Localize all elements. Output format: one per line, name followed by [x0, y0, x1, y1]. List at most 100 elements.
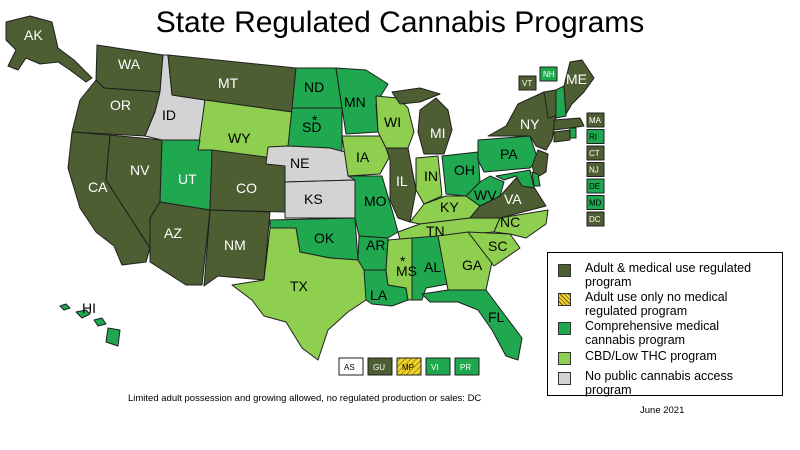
state-label-MO: MO	[364, 193, 387, 209]
northeast-state-boxes: MA RI CT NJ DE MD DC	[586, 112, 605, 227]
box-label-DC: DC	[589, 215, 601, 224]
state-label-TN: TN	[426, 223, 445, 239]
box-label-CT: CT	[589, 149, 600, 158]
state-MA[interactable]	[553, 117, 585, 131]
legend-item-none: No public cannabis access program	[558, 369, 765, 397]
territory-box-VI[interactable]	[425, 357, 451, 376]
box-VT	[518, 75, 537, 91]
legend-swatch	[558, 293, 571, 306]
state-label-FL: FL	[488, 309, 505, 325]
state-label-KS: KS	[304, 191, 323, 207]
box-label-NJ: NJ	[589, 166, 599, 175]
state-label-OH: OH	[454, 162, 475, 178]
state-CT[interactable]	[553, 129, 571, 143]
legend-swatch	[558, 322, 571, 335]
state-label-ND: ND	[304, 79, 324, 95]
box-label-MA: MA	[589, 116, 602, 125]
legend-item-adult-only: Adult use only no medical regulated prog…	[558, 290, 765, 318]
state-WV[interactable]	[465, 175, 505, 207]
state-AZ[interactable]	[149, 201, 211, 286]
state-label-IN: IN	[424, 168, 438, 184]
state-label-VA: VA	[504, 191, 522, 207]
state-MD[interactable]	[495, 169, 535, 189]
state-label-GA: GA	[462, 257, 483, 273]
legend-label: No public cannabis access program	[585, 369, 733, 397]
legend-label: CBD/Low THC program	[585, 349, 717, 363]
state-label-NE: NE	[290, 155, 309, 171]
territory-boxes: AS GU MP VI PR	[338, 357, 480, 376]
territory-box-GU[interactable]	[367, 357, 393, 376]
state-label-OK: OK	[314, 230, 335, 246]
state-label-IL: IL	[396, 173, 408, 189]
state-label-NM: NM	[224, 237, 246, 253]
state-RI[interactable]	[569, 127, 577, 139]
legend-item-cbd-low-thc: CBD/Low THC program	[558, 349, 765, 365]
territory-box-AS[interactable]	[338, 357, 364, 376]
box-RI[interactable]	[586, 129, 605, 144]
box-label-RI: RI	[589, 133, 597, 142]
footnote: Limited adult possession and growing all…	[128, 393, 482, 404]
state-label-WA: WA	[118, 56, 141, 72]
state-DE[interactable]	[531, 171, 541, 187]
box-DC[interactable]	[586, 211, 605, 227]
box-DE[interactable]	[586, 178, 605, 194]
territory-label-VI: VI	[431, 363, 439, 372]
state-IL[interactable]	[385, 147, 417, 223]
state-label-WV: WV	[474, 187, 497, 203]
state-label-PA: PA	[500, 146, 518, 162]
box-NJ[interactable]	[586, 162, 605, 177]
state-MI-UP[interactable]	[391, 87, 441, 105]
territory-label-MP: MP	[402, 363, 414, 372]
state-label-AR: AR	[366, 237, 385, 253]
state-IA[interactable]	[341, 135, 391, 177]
state-FL[interactable]	[421, 289, 523, 361]
state-label-ID: ID	[162, 107, 176, 123]
state-label-ME: ME	[566, 71, 587, 87]
state-label-MI: MI	[430, 125, 446, 141]
legend: Adult & medical use regulated program Ad…	[547, 252, 783, 397]
legend-label: Adult & medical use regulated program	[585, 261, 752, 289]
state-label-SD: SD	[302, 119, 321, 135]
state-label-NY: NY	[520, 116, 540, 132]
asterisk-SD: *	[312, 112, 318, 128]
territory-label-PR: PR	[460, 363, 471, 372]
state-label-TX: TX	[290, 278, 309, 294]
state-label-HI: HI	[82, 300, 96, 316]
state-label-UT: UT	[178, 171, 197, 187]
legend-label: Adult use only no medical regulated prog…	[585, 290, 728, 318]
state-SC[interactable]	[467, 231, 521, 267]
state-AK[interactable]	[5, 15, 93, 83]
legend-item-adult-medical: Adult & medical use regulated program	[558, 261, 765, 289]
state-NJ[interactable]	[531, 149, 549, 179]
box-label-NH: NH	[543, 70, 555, 79]
state-label-LA: LA	[370, 287, 388, 303]
box-NH	[539, 66, 558, 82]
state-HI[interactable]	[59, 303, 121, 347]
state-label-CA: CA	[88, 179, 108, 195]
territory-label-AS: AS	[344, 363, 355, 372]
territory-box-MP[interactable]	[396, 357, 422, 376]
state-label-WY: WY	[228, 130, 251, 146]
small-state-boxes-top: VT NH	[518, 66, 558, 91]
state-TX[interactable]	[231, 227, 367, 361]
box-MA[interactable]	[586, 112, 605, 128]
state-NH[interactable]	[555, 85, 567, 119]
box-MD[interactable]	[586, 195, 605, 210]
box-CT[interactable]	[586, 145, 605, 161]
territory-box-PR[interactable]	[454, 357, 480, 376]
state-label-CO: CO	[236, 180, 257, 196]
state-IN[interactable]	[415, 155, 443, 205]
asterisk-MS: *	[400, 253, 406, 269]
legend-swatch	[558, 352, 571, 365]
state-label-MS: MS	[396, 263, 417, 279]
state-NM[interactable]	[203, 209, 271, 287]
state-label-MT: MT	[218, 75, 239, 91]
state-label-AK: AK	[24, 27, 43, 43]
state-label-NV: NV	[130, 162, 150, 178]
state-MI[interactable]	[417, 97, 453, 155]
state-ME[interactable]	[563, 59, 595, 115]
state-label-AZ: AZ	[164, 225, 182, 241]
state-labels: AK WA OR CA NV ID MT WY UT CO AZ NM ND S…	[24, 27, 587, 325]
legend-label: Comprehensive medical cannabis program	[585, 319, 720, 347]
